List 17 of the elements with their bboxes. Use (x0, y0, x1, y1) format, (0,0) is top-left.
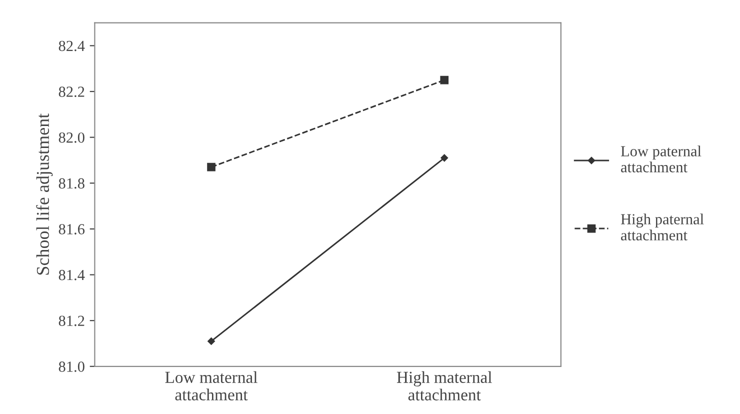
y-tick-label: 82.0 (58, 132, 84, 143)
y-tick-label: 81.4 (58, 270, 85, 280)
point (440, 154, 448, 162)
point (440, 76, 449, 84)
point (208, 338, 215, 345)
y-tick-label: 81.6 (58, 224, 85, 234)
point (207, 162, 216, 172)
x-tick-label: High maternal attachment (396, 371, 492, 400)
y-tick-label: 82.2 (58, 86, 84, 98)
y-tick-label: 82.4 (58, 40, 85, 52)
legend-label: Low paternal attachment (620, 146, 702, 172)
y-tick-label: 81.2 (58, 316, 84, 326)
y-tick-label: 81.0 (58, 362, 84, 372)
x-tick-label: Low maternal attachment (165, 371, 258, 400)
legend-label: High paternal attachment (620, 214, 704, 240)
y-axis-title: School life adjustment (36, 113, 53, 275)
y-tick-label: 81.8 (58, 178, 84, 189)
